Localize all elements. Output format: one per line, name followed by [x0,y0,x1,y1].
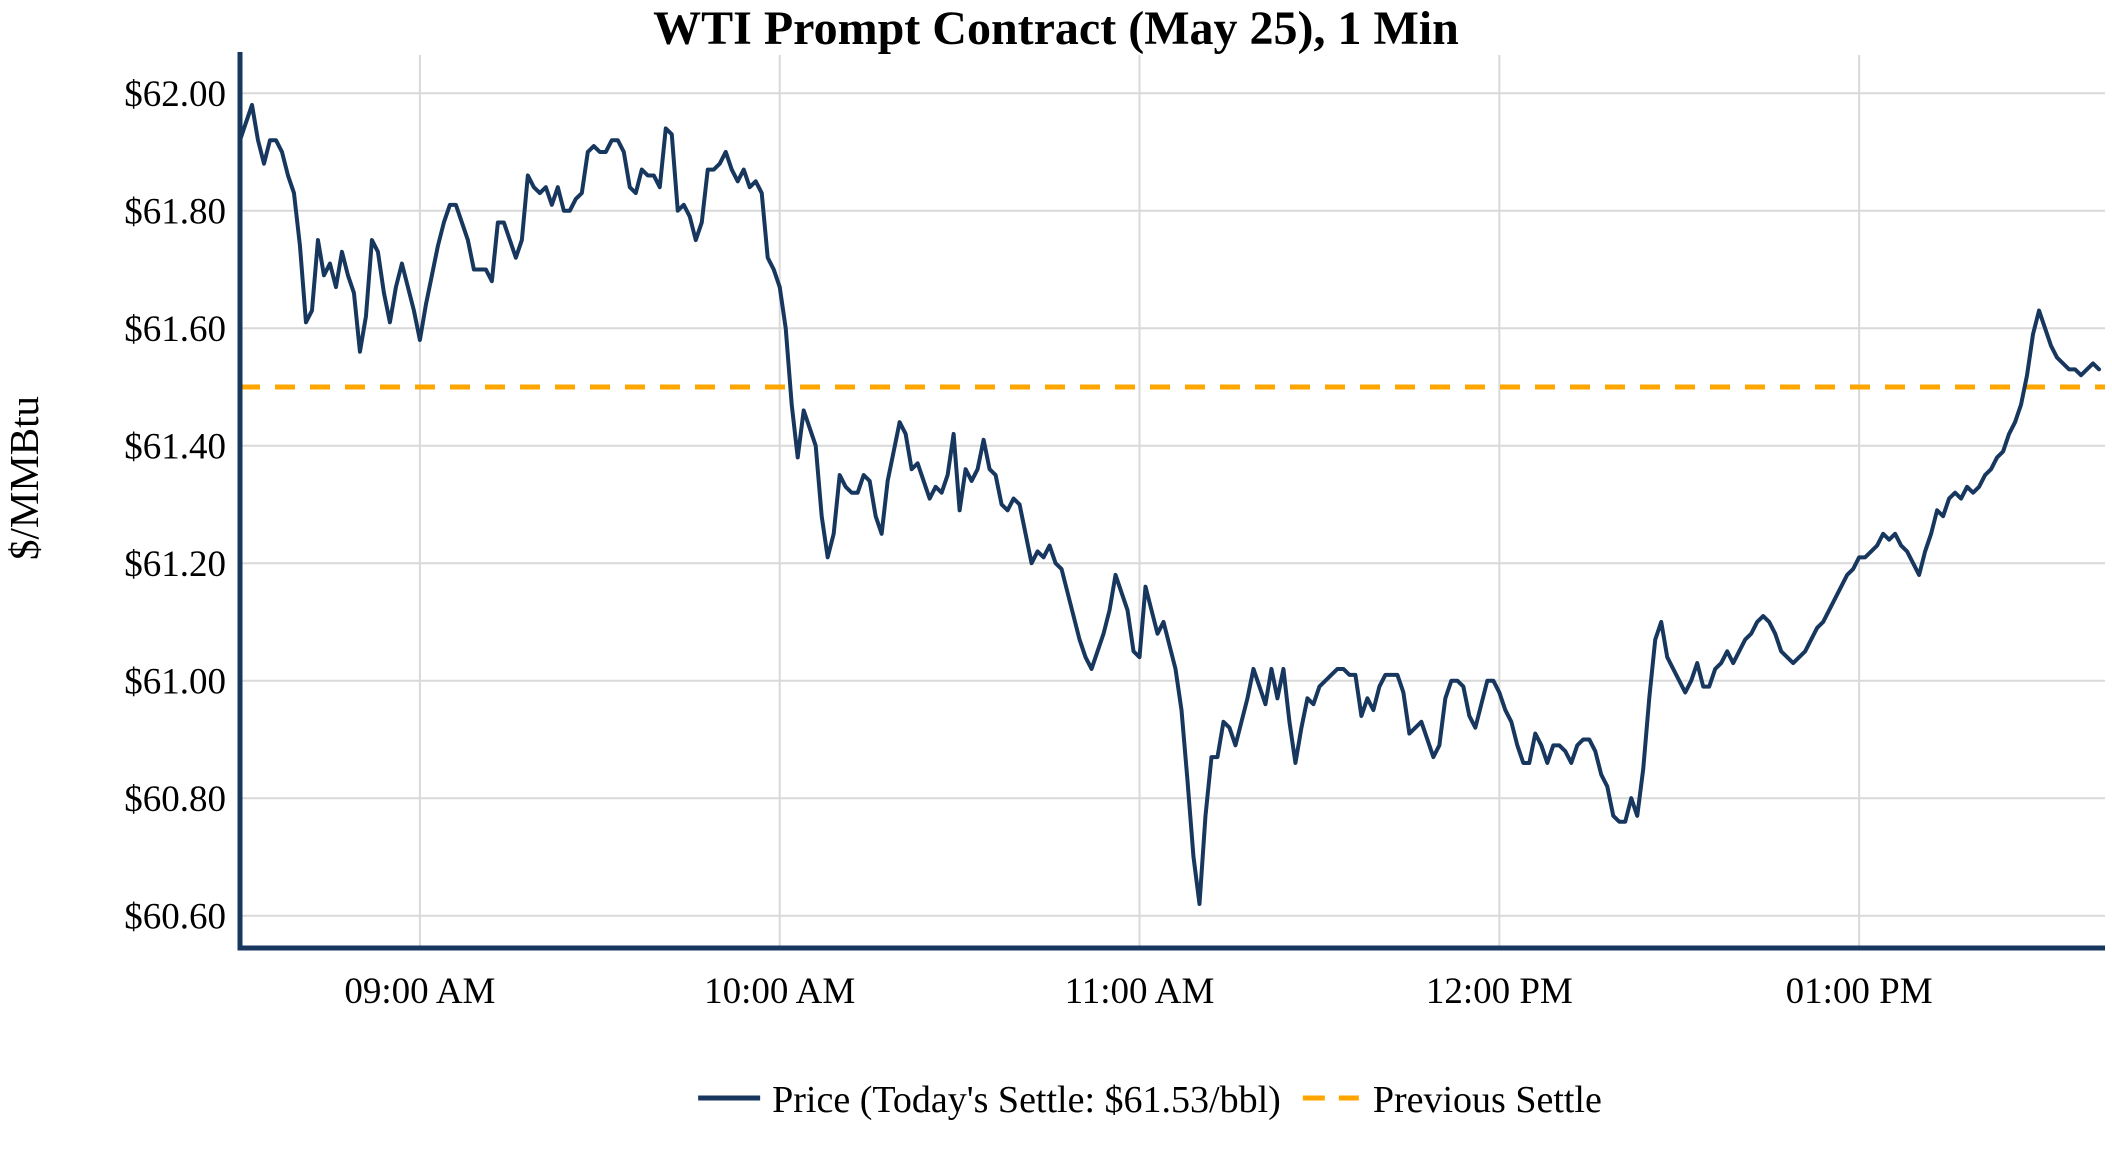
x-tick: 12:00 PM [1426,971,1573,1012]
y-axis-label: $/MMBtu [1,396,47,560]
chart-title: WTI Prompt Contract (May 25), 1 Min [653,2,1459,55]
x-tick: 10:00 AM [704,971,855,1012]
x-tick: 09:00 AM [344,971,495,1012]
legend-price-label: Price (Today's Settle: $61.53/bbl) [772,1079,1281,1121]
y-tick: $61.40 [124,426,226,467]
legend: Price (Today's Settle: $61.53/bbl) Previ… [698,1079,1602,1121]
x-tick: 11:00 AM [1065,971,1215,1012]
y-tick: $61.60 [124,309,226,350]
y-tick: $61.80 [124,191,226,232]
y-tick: $62.00 [124,74,226,115]
y-tick: $61.00 [124,661,226,702]
gridlines [240,55,2105,948]
x-tick-labels: 09:00 AM 10:00 AM 11:00 AM 12:00 PM 01:0… [344,971,1932,1012]
y-tick: $61.20 [124,544,226,585]
y-tick: $60.60 [124,896,226,937]
x-tick: 01:00 PM [1786,971,1933,1012]
y-tick: $60.80 [124,779,226,820]
legend-previous-settle-label: Previous Settle [1373,1079,1602,1121]
price-line [238,102,2102,906]
y-tick-labels: $62.00 $61.80 $61.60 $61.40 $61.20 $61.0… [124,74,226,938]
